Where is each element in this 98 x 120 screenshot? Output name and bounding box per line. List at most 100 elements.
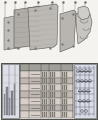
Bar: [64, 105, 65, 110]
Bar: [54, 85, 55, 90]
Bar: [62, 112, 64, 117]
Bar: [46, 92, 48, 97]
Circle shape: [87, 99, 89, 102]
Bar: [44, 99, 45, 104]
Bar: [50, 92, 52, 97]
Bar: [44, 72, 45, 77]
Bar: [42, 99, 44, 104]
Bar: [66, 85, 68, 90]
Bar: [2, 64, 19, 118]
Bar: [44, 112, 45, 117]
Bar: [9, 97, 10, 115]
Polygon shape: [78, 6, 90, 20]
Bar: [54, 72, 55, 77]
Circle shape: [78, 90, 82, 93]
Bar: [52, 105, 54, 110]
Bar: [54, 99, 55, 104]
Bar: [64, 112, 65, 117]
Bar: [50, 85, 52, 90]
Bar: [62, 72, 64, 77]
Bar: [42, 72, 44, 77]
Bar: [54, 92, 55, 97]
Bar: [66, 78, 68, 83]
Circle shape: [77, 79, 79, 83]
Polygon shape: [28, 4, 58, 50]
Bar: [6, 87, 8, 115]
Circle shape: [88, 79, 92, 83]
Bar: [14, 84, 15, 115]
Circle shape: [80, 79, 83, 83]
Polygon shape: [14, 6, 42, 48]
Bar: [50, 72, 52, 77]
Bar: [42, 85, 44, 90]
Circle shape: [88, 69, 92, 72]
Polygon shape: [60, 10, 76, 52]
Bar: [42, 112, 44, 117]
Bar: [20, 71, 73, 78]
Bar: [20, 84, 73, 91]
Bar: [46, 85, 48, 90]
Bar: [64, 72, 65, 77]
Bar: [64, 99, 65, 104]
Bar: [52, 72, 54, 77]
Polygon shape: [4, 15, 21, 50]
Bar: [20, 111, 73, 118]
Bar: [42, 92, 44, 97]
Bar: [42, 105, 44, 110]
Bar: [52, 92, 54, 97]
Bar: [62, 85, 64, 90]
Bar: [66, 92, 68, 97]
Circle shape: [77, 69, 79, 72]
Circle shape: [84, 109, 88, 113]
Bar: [62, 99, 64, 104]
Bar: [46, 99, 48, 104]
Bar: [11, 90, 13, 115]
Bar: [66, 72, 68, 77]
Circle shape: [83, 99, 85, 102]
Circle shape: [80, 109, 83, 113]
Bar: [20, 78, 73, 84]
Bar: [46, 105, 48, 110]
Circle shape: [84, 69, 88, 72]
Bar: [20, 105, 73, 111]
Bar: [66, 99, 68, 104]
Bar: [64, 85, 65, 90]
Bar: [52, 112, 54, 117]
Circle shape: [78, 99, 82, 102]
Bar: [54, 78, 55, 83]
Circle shape: [80, 69, 83, 72]
Bar: [50, 99, 52, 104]
Bar: [0, 0, 98, 63]
Bar: [52, 85, 54, 90]
Bar: [50, 105, 52, 110]
Bar: [64, 78, 65, 83]
Bar: [74, 64, 96, 118]
Bar: [62, 92, 64, 97]
Bar: [46, 112, 48, 117]
Circle shape: [83, 90, 85, 93]
Bar: [1, 63, 97, 119]
Bar: [44, 78, 45, 83]
Bar: [44, 85, 45, 90]
Bar: [66, 112, 68, 117]
Bar: [52, 78, 54, 83]
Bar: [50, 78, 52, 83]
Bar: [20, 98, 73, 105]
Bar: [62, 105, 64, 110]
Bar: [46, 72, 48, 77]
Bar: [66, 105, 68, 110]
Bar: [62, 78, 64, 83]
Bar: [50, 112, 52, 117]
Bar: [20, 64, 73, 71]
Polygon shape: [76, 10, 92, 44]
Bar: [44, 92, 45, 97]
Bar: [44, 105, 45, 110]
Bar: [20, 91, 73, 98]
Bar: [64, 92, 65, 97]
Circle shape: [87, 90, 89, 93]
Bar: [42, 78, 44, 83]
Bar: [52, 99, 54, 104]
Circle shape: [84, 79, 88, 83]
Bar: [4, 94, 5, 115]
Bar: [54, 105, 55, 110]
